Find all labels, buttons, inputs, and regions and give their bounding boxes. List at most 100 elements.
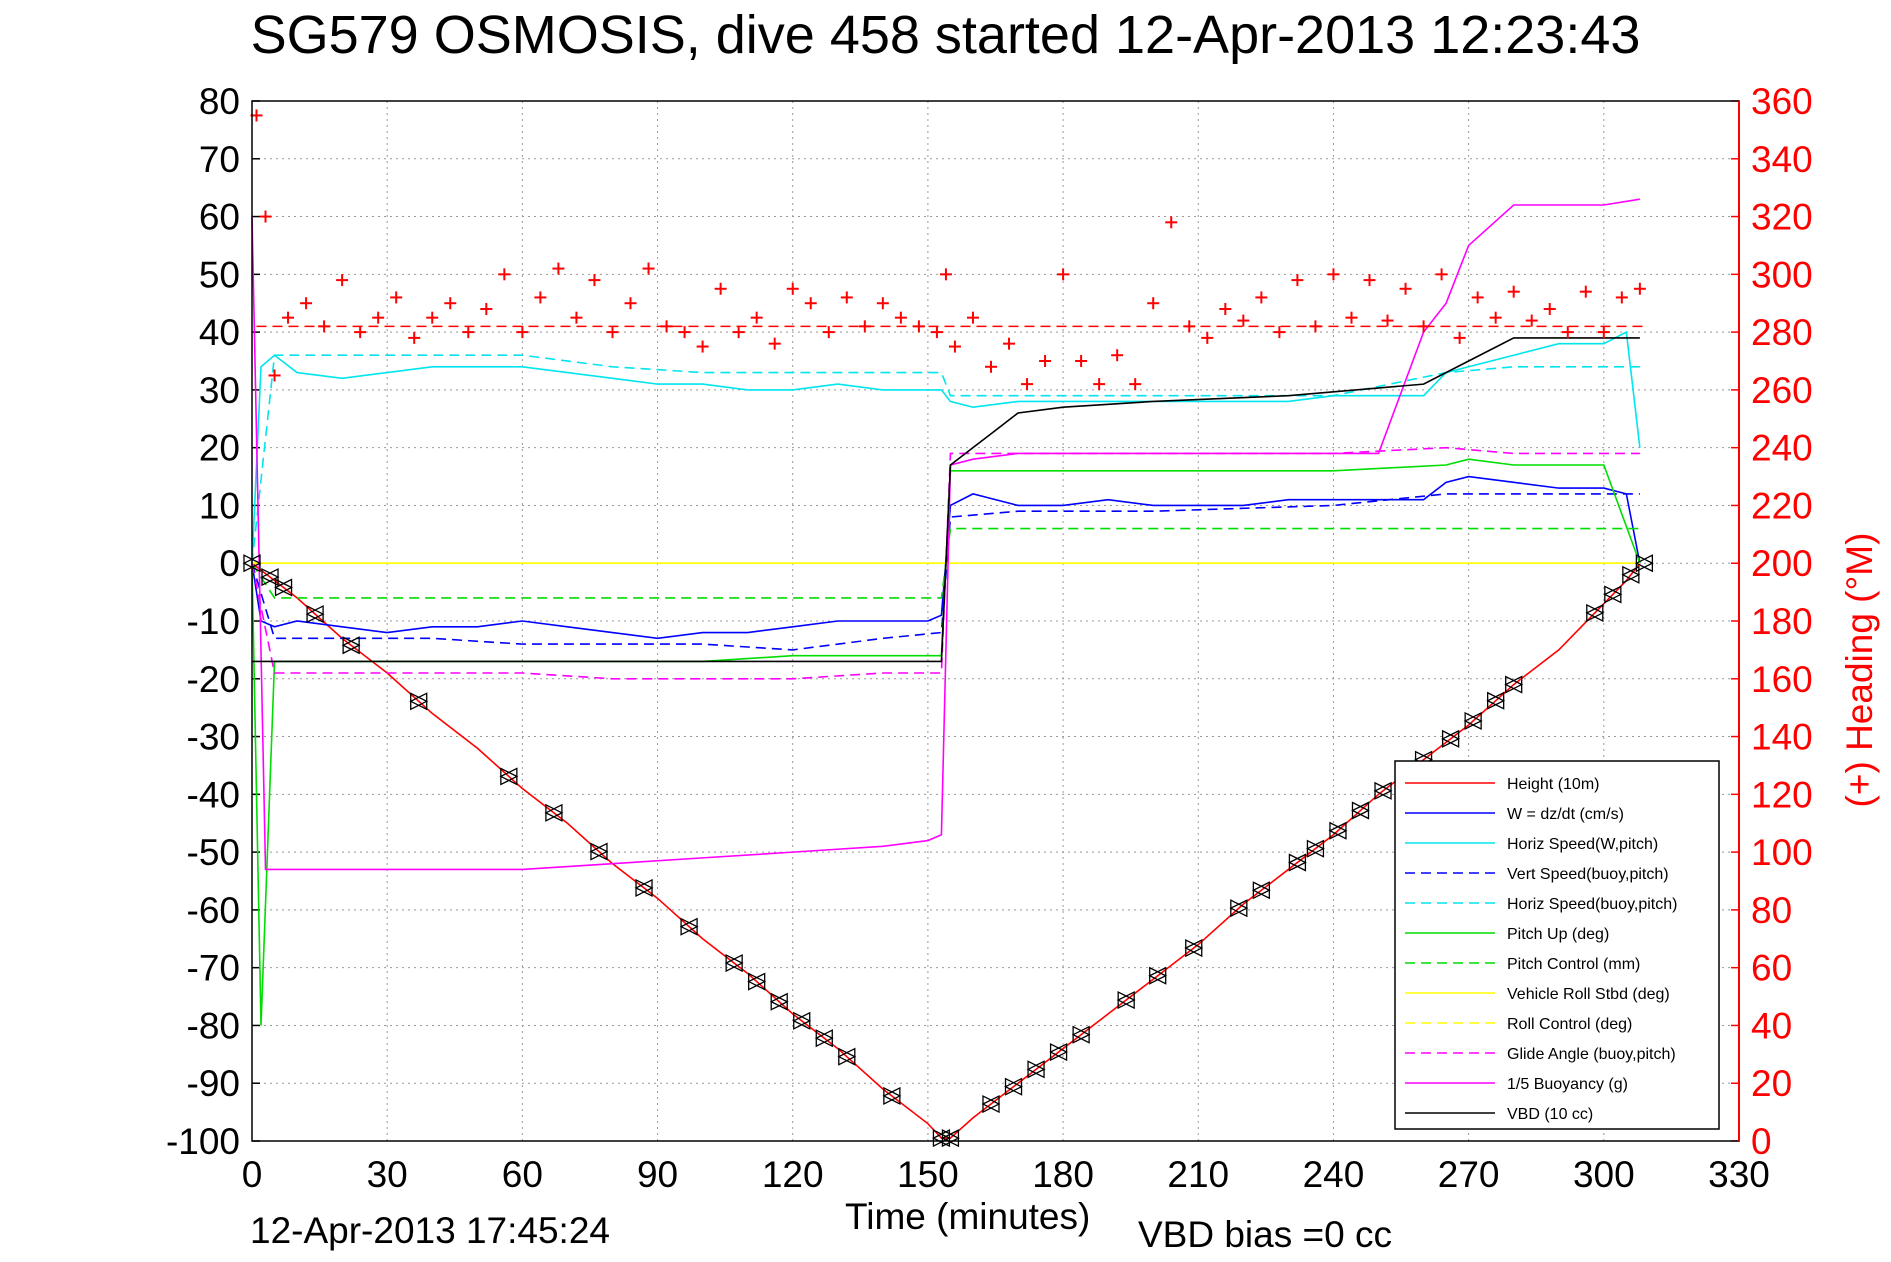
heading-point: [606, 326, 619, 339]
heading-point: [984, 360, 997, 373]
legend-box: [1394, 760, 1720, 1130]
dive-marker: [634, 878, 654, 897]
dive-marker: [1229, 899, 1249, 918]
y-tick-label: -80: [187, 1005, 240, 1046]
y-right-tick-label: 280: [1751, 312, 1813, 353]
dive-marker: [1328, 821, 1348, 840]
y-tick-label: -70: [187, 948, 240, 989]
y-tick-labels-right: 3603403203002802602402202001801601401201…: [1751, 81, 1813, 1162]
heading-point: [1219, 303, 1232, 315]
heading-point: [1291, 274, 1304, 287]
heading-point: [498, 268, 511, 281]
dive-marker: [1026, 1060, 1046, 1079]
x-tick-label: 240: [1303, 1154, 1365, 1195]
heading-point: [426, 311, 439, 324]
right-axis-label: (+) Heading (°M): [1839, 532, 1880, 808]
y-tick-label: -40: [187, 774, 240, 815]
y-right-tick-label: 340: [1751, 139, 1813, 180]
series-line-2: [251, 330, 1641, 564]
dive-marker: [1287, 853, 1307, 872]
dive-marker: [589, 842, 609, 861]
x-tick-label: 210: [1167, 1154, 1229, 1195]
heading-point: [1147, 297, 1160, 310]
heading-point: [1309, 320, 1322, 333]
y-tick-label: -60: [187, 890, 240, 931]
y-tick-label: 80: [199, 81, 240, 122]
dive-marker: [260, 568, 280, 587]
heading-point: [660, 320, 673, 333]
heading-point: [516, 326, 529, 339]
heading-point: [1255, 291, 1268, 304]
heading-point: [1363, 274, 1376, 287]
y-right-tick-label: 200: [1751, 543, 1813, 584]
heading-point: [1003, 337, 1016, 350]
y-right-tick-label: 0: [1751, 1121, 1772, 1162]
heading-point: [1417, 320, 1430, 333]
dive-marker: [409, 692, 429, 711]
heading-point: [282, 311, 295, 324]
heading-point: [1039, 355, 1052, 367]
heading-point: [318, 320, 331, 333]
heading-point: [930, 326, 943, 339]
y-tick-label: -20: [187, 659, 240, 700]
series-line-9: [251, 446, 1640, 680]
dive-marker: [1486, 691, 1506, 710]
heading-point: [912, 320, 925, 333]
heading-point: [408, 331, 421, 344]
legend-label: Horiz Speed(buoy,pitch): [1507, 896, 1677, 913]
heading-point: [1327, 268, 1340, 281]
dive-marker: [837, 1047, 857, 1066]
dive-marker: [1071, 1025, 1091, 1044]
x-tick-labels: 0 30 60 90 120 150 180 210 240 270 300 330: [242, 1154, 1770, 1195]
heading-point: [259, 210, 272, 223]
heading-point: [1597, 326, 1610, 339]
legend-label: VBD (10 cc): [1507, 1106, 1593, 1123]
dive-marker: [931, 1129, 951, 1148]
dive-marker: [1373, 781, 1393, 800]
heading-point: [1345, 311, 1358, 324]
heading-point: [786, 282, 799, 295]
x-tick-label: 150: [897, 1154, 959, 1195]
y-right-tick-label: 60: [1751, 948, 1792, 989]
y-right-tick-label: 300: [1751, 254, 1813, 295]
dive-marker: [1004, 1077, 1023, 1096]
legend-label: Pitch Control (mm): [1507, 956, 1640, 973]
series-line-6: [251, 527, 1640, 599]
heading-point: [1525, 314, 1538, 327]
heading-point: [678, 326, 691, 339]
legend-label: Roll Control (deg): [1507, 1016, 1632, 1033]
heading-point: [1201, 331, 1214, 344]
dive-marker: [1148, 966, 1168, 985]
dive-marker: [341, 636, 361, 655]
y-tick-label: 40: [199, 312, 240, 353]
heading-point: [1273, 326, 1286, 339]
legend-label: Vehicle Roll Stbd (deg): [1507, 986, 1670, 1003]
dive-marker: [1441, 729, 1461, 748]
dive-marker: [499, 767, 519, 786]
y-tick-label: 30: [199, 370, 240, 411]
y-tick-label: -30: [187, 717, 240, 758]
series-line-3: [251, 493, 1640, 651]
heading-markers: [250, 109, 1646, 391]
x-axis-label: Time (minutes): [845, 1196, 1091, 1237]
heading-point: [372, 311, 385, 324]
heading-point: [1165, 216, 1178, 229]
dive-marker: [1116, 990, 1136, 1010]
heading-point: [894, 311, 907, 324]
y-right-tick-label: 140: [1751, 717, 1813, 758]
heading-point: [534, 291, 547, 304]
heading-point: [1453, 331, 1466, 344]
chart-title: SG579 OSMOSIS, dive 458 started 12-Apr-2…: [250, 5, 1641, 65]
dive-marker: [679, 917, 699, 936]
heading-point: [1507, 285, 1520, 298]
dive-marker: [1634, 554, 1654, 573]
y-right-tick-label: 40: [1751, 1005, 1792, 1046]
x-tick-label: 120: [762, 1154, 824, 1195]
heading-point: [624, 297, 637, 310]
y-right-tick-label: 120: [1751, 774, 1813, 815]
heading-point: [1579, 285, 1592, 298]
heading-point: [1633, 282, 1646, 295]
heading-point: [1561, 326, 1574, 339]
heading-point: [1093, 378, 1106, 391]
heading-point: [1489, 311, 1502, 324]
